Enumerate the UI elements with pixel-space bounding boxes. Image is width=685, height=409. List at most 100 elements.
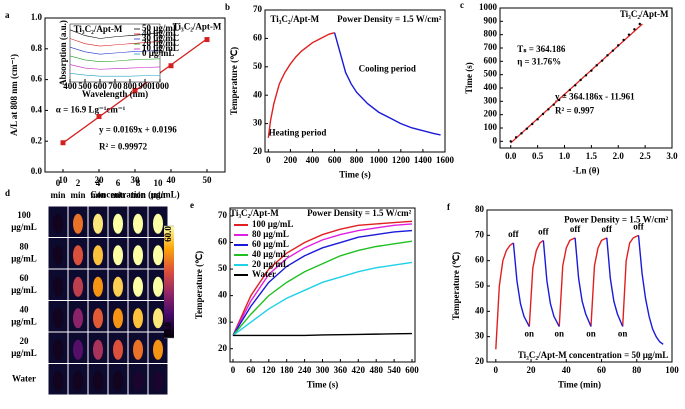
data-point: [579, 78, 582, 82]
x-tick-label: 120: [262, 365, 276, 375]
series-line: [495, 234, 639, 350]
y-tick-label: 80: [475, 204, 485, 214]
hotspot: [113, 245, 123, 266]
hotspot: [53, 213, 63, 234]
y-axis-label: Time (s): [464, 62, 474, 94]
annotation: Power Density = 1.5 W/cm²: [564, 215, 669, 225]
series-line: [69, 38, 161, 47]
y-tick-label: 600: [484, 55, 498, 65]
legend-label: 10 μg/mL: [142, 43, 179, 53]
hotspot: [53, 371, 63, 392]
x-tick-label: 540: [387, 365, 401, 375]
hotspot: [73, 339, 83, 360]
x-tick-label: 800: [123, 81, 137, 91]
y-tick-label: 700: [484, 42, 498, 52]
annotation: R² = 0.99972: [99, 141, 148, 151]
data-point: [568, 88, 572, 92]
data-point: [606, 54, 609, 57]
y-tick-label: 0.6: [31, 74, 43, 84]
annotation: Tₛ = 364.186: [517, 44, 566, 54]
x-tick-label: 600: [328, 155, 342, 165]
data-point: [627, 33, 631, 36]
annotation: Power Density = 1.5 W/cm²: [307, 208, 412, 218]
hotspot: [93, 213, 103, 234]
x-tick-label: 600: [93, 81, 107, 91]
annotation: Ti₃C₂/Apt-M: [620, 9, 669, 19]
on-label: on: [554, 329, 564, 339]
x-tick-label: 420: [352, 365, 366, 375]
y-tick-label: 0.4: [31, 104, 43, 114]
column-unit: min: [150, 190, 165, 200]
hotspot: [53, 339, 63, 360]
x-tick-label: 20: [527, 365, 537, 375]
series-line: [69, 64, 161, 70]
hotspot: [133, 276, 143, 297]
data-point: [574, 84, 577, 87]
hotspot: [53, 245, 63, 266]
annotation: y = 0.0169x + 0.0196: [99, 124, 177, 134]
hotspot: [73, 308, 83, 329]
annotation: Ti₃C₂/Apt-M: [230, 208, 279, 218]
legend-label: 20 μg/mL: [252, 259, 289, 269]
legend-label: 0 μg/mL: [142, 48, 174, 58]
column-label: 4: [96, 178, 101, 188]
series-line: [69, 29, 161, 39]
column-unit: min: [50, 190, 65, 200]
off-label: off: [538, 226, 549, 236]
hotspot: [73, 245, 83, 266]
hotspot: [153, 276, 163, 297]
row-label: 40: [20, 304, 30, 314]
hotspot: [113, 371, 123, 392]
row-label: 100: [17, 210, 31, 220]
x-tick-label: 360: [334, 365, 348, 375]
hotspot: [113, 213, 123, 234]
y-tick-label: 70: [253, 4, 263, 14]
column-label: 8: [136, 178, 141, 188]
hotspot: [133, 339, 143, 360]
data-point: [204, 37, 210, 43]
y-tick-label: 500: [484, 69, 498, 79]
annotation: R² = 0.997: [555, 106, 595, 116]
annotation: α = 16.9 Lg⁻¹cm⁻¹: [56, 104, 126, 114]
y-tick-label: 300: [484, 95, 498, 105]
on-label: on: [525, 329, 535, 339]
x-tick-label: 0: [231, 365, 236, 375]
y-tick-label: 50: [253, 61, 263, 71]
x-axis-label: Time (s): [339, 169, 371, 179]
x-tick-label: 3.0: [666, 151, 678, 161]
x-tick-label: 80: [632, 365, 642, 375]
data-point: [563, 94, 566, 97]
y-axis-label: Temperature (℃): [451, 252, 461, 320]
y-tick-label: 40: [253, 89, 263, 99]
data-point: [60, 140, 66, 146]
row-unit: μg/mL: [11, 253, 37, 263]
panel-letter: f: [447, 202, 451, 212]
column-unit: min: [90, 190, 105, 200]
x-tick-label: 0: [494, 365, 499, 375]
y-tick-label: 70: [218, 210, 228, 220]
data-point: [638, 22, 641, 26]
series-line: [267, 32, 335, 138]
y-tick-label: 60: [253, 32, 263, 42]
x-tick-label: 40: [167, 175, 177, 185]
panel-letter: a: [5, 10, 10, 20]
y-tick-label: 30: [253, 118, 263, 128]
data-point: [520, 132, 523, 135]
y-tick-label: 40: [218, 290, 228, 300]
y-tick-label: 900: [484, 15, 498, 25]
legend-label: 30 μg/mL: [142, 33, 179, 43]
x-tick-label: 240: [298, 365, 312, 375]
data-point: [547, 108, 550, 111]
data-point: [622, 38, 625, 42]
hotspot: [73, 213, 83, 234]
y-tick-label: 0.8: [31, 43, 43, 53]
series-line: [232, 220, 413, 336]
y-tick-label: 1000: [479, 2, 498, 12]
x-tick-label: 1000: [151, 81, 170, 91]
panel-letter: b: [225, 2, 230, 12]
x-tick-label: 100: [665, 365, 679, 375]
y-tick-label: 60: [475, 255, 485, 265]
legend-label: 80 μg/mL: [252, 229, 289, 239]
hotspot: [113, 276, 123, 297]
data-point: [584, 74, 588, 77]
